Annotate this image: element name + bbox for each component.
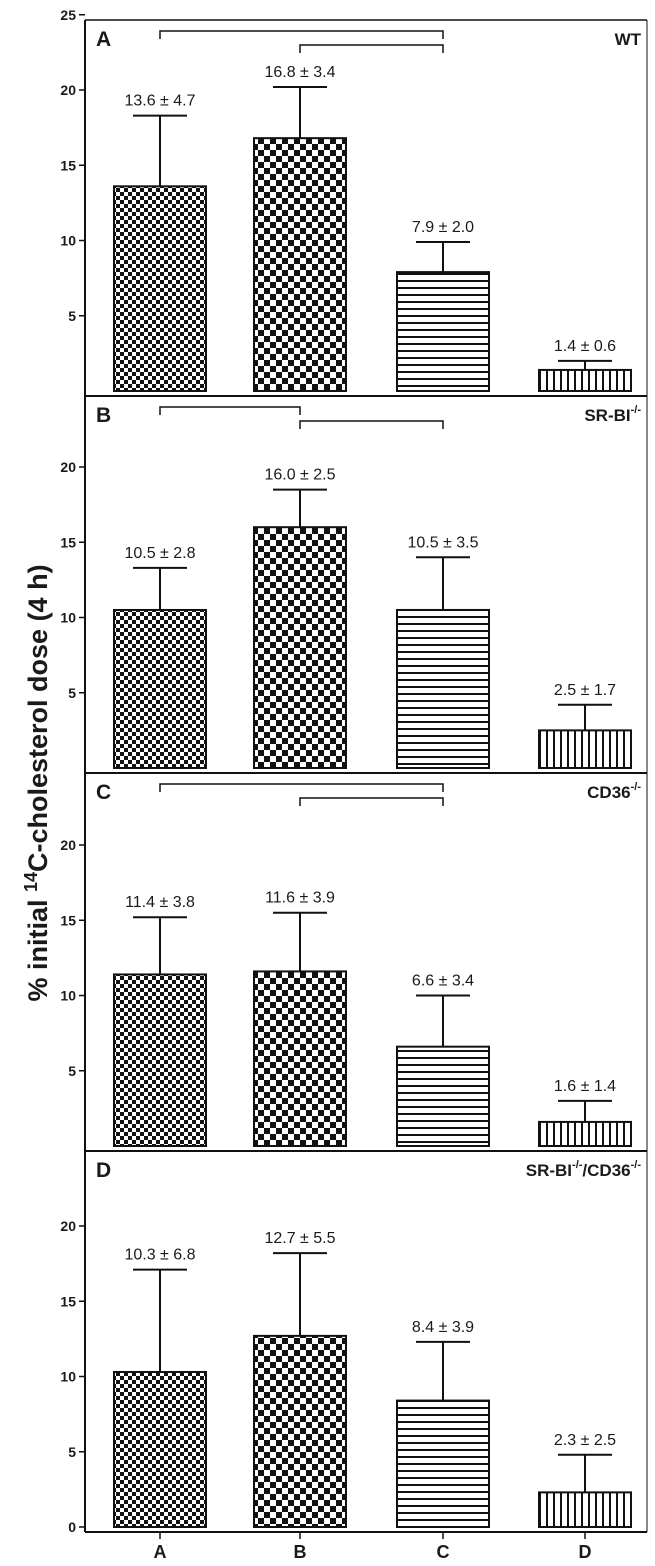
significance-bracket xyxy=(159,783,444,792)
bar-value-label: 1.6 ± 1.4 xyxy=(554,1078,616,1095)
y-tick-label: 20 xyxy=(60,459,76,475)
significance-bracket xyxy=(299,797,444,806)
bar-value-label: 13.6 ± 4.7 xyxy=(124,93,195,110)
bar-value-label: 7.9 ± 2.0 xyxy=(412,219,474,236)
bar-d xyxy=(538,1491,632,1529)
bar-b xyxy=(253,137,347,392)
bar-value-label: 2.5 ± 1.7 xyxy=(554,682,616,699)
y-tick-label: 10 xyxy=(60,233,76,249)
bar-a xyxy=(113,608,207,769)
bar-value-label: 10.5 ± 2.8 xyxy=(124,545,195,562)
y-tick-label: 0 xyxy=(68,1519,76,1535)
x-tick-label-a: A xyxy=(154,1542,167,1562)
panel-b: 20 15 10 5 B SR-BI-/- 10.5 ± 2.8 16.0 ± 2.5 10.5… xyxy=(60,396,648,774)
y-tick-label: 5 xyxy=(68,1063,76,1079)
panels: 25 20 15 10 5 A WT 13.6 ± 4.7 16.8 ± 3.4 7.9 ± 2.… xyxy=(60,7,648,1535)
bar-value-label: 2.3 ± 2.5 xyxy=(554,1432,616,1449)
y-tick-label: 20 xyxy=(60,82,76,98)
panel-c: 20 15 10 5 C CD36-/- 11.4 ± 3.8 11.6 ± 3.9 6.6 ±… xyxy=(60,773,648,1152)
panel-letter: B xyxy=(96,404,111,427)
bar-value-label: 1.4 ± 0.6 xyxy=(554,338,616,355)
bar-c xyxy=(396,1399,490,1528)
genotype-label: WT xyxy=(615,30,642,49)
x-tick-label-b: B xyxy=(294,1542,307,1562)
bar-c xyxy=(396,271,490,393)
bar-b xyxy=(253,970,347,1147)
y-tick-label: 20 xyxy=(60,1218,76,1234)
bar-value-label: 11.4 ± 3.8 xyxy=(125,894,195,911)
y-tick-label: 10 xyxy=(60,1369,76,1385)
x-axis: A B C D xyxy=(154,1532,592,1562)
genotype-label: SR-BI-/- xyxy=(584,404,641,425)
bar-value-label: 8.4 ± 3.9 xyxy=(412,1319,474,1336)
y-tick-label: 5 xyxy=(68,685,76,701)
genotype-label: CD36-/- xyxy=(587,781,641,802)
bar-d xyxy=(538,368,632,392)
significance-bracket xyxy=(159,406,301,415)
y-tick-label: 15 xyxy=(60,157,76,173)
bar-value-label: 12.7 ± 5.5 xyxy=(264,1230,335,1247)
significance-bracket xyxy=(299,44,444,53)
bar-c xyxy=(396,1045,490,1148)
bar-b xyxy=(253,1334,347,1528)
panel-letter: D xyxy=(96,1159,111,1182)
bar-a xyxy=(113,185,207,392)
panel-letter: C xyxy=(96,781,111,804)
panel-a: 25 20 15 10 5 A WT 13.6 ± 4.7 16.8 ± 3.4 7.9 ± 2.… xyxy=(60,7,648,397)
y-tick-label: 10 xyxy=(60,988,76,1004)
y-tick-label: 25 xyxy=(60,7,76,23)
bar-a xyxy=(113,973,207,1147)
y-axis-label: % initial 14C-cholesterol dose (4 h) xyxy=(21,564,53,1001)
bar-value-label: 10.3 ± 6.8 xyxy=(124,1247,195,1264)
y-tick-label: 15 xyxy=(60,912,76,928)
bar-d xyxy=(538,1120,632,1148)
y-tick-label: 20 xyxy=(60,837,76,853)
y-tick-label: 5 xyxy=(68,308,76,324)
bar-value-label: 16.0 ± 2.5 xyxy=(264,467,335,484)
y-tick-label: 5 xyxy=(68,1444,76,1460)
bar-a xyxy=(113,1370,207,1528)
bar-value-label: 6.6 ± 3.4 xyxy=(412,973,474,990)
y-tick-label: 10 xyxy=(60,610,76,626)
panel-d: 20 15 10 5 0 D SR-BI-/-/CD36-/- 10.3 ± 6.8 12.7 … xyxy=(60,1151,648,1535)
y-tick-label: 15 xyxy=(60,1293,76,1309)
bar-c xyxy=(396,608,490,769)
significance-bracket xyxy=(299,420,444,429)
bar-d xyxy=(538,729,632,769)
bar-value-label: 10.5 ± 3.5 xyxy=(407,534,478,551)
bar-value-label: 11.6 ± 3.9 xyxy=(265,890,335,907)
genotype-label: SR-BI-/-/CD36-/- xyxy=(526,1159,642,1180)
x-tick-label-d: D xyxy=(579,1542,592,1562)
significance-bracket xyxy=(159,30,444,39)
x-tick-label-c: C xyxy=(437,1542,450,1562)
y-tick-label: 15 xyxy=(60,534,76,550)
panel-letter: A xyxy=(96,28,111,51)
bar-value-label: 16.8 ± 3.4 xyxy=(264,64,335,81)
bar-b xyxy=(253,526,347,770)
